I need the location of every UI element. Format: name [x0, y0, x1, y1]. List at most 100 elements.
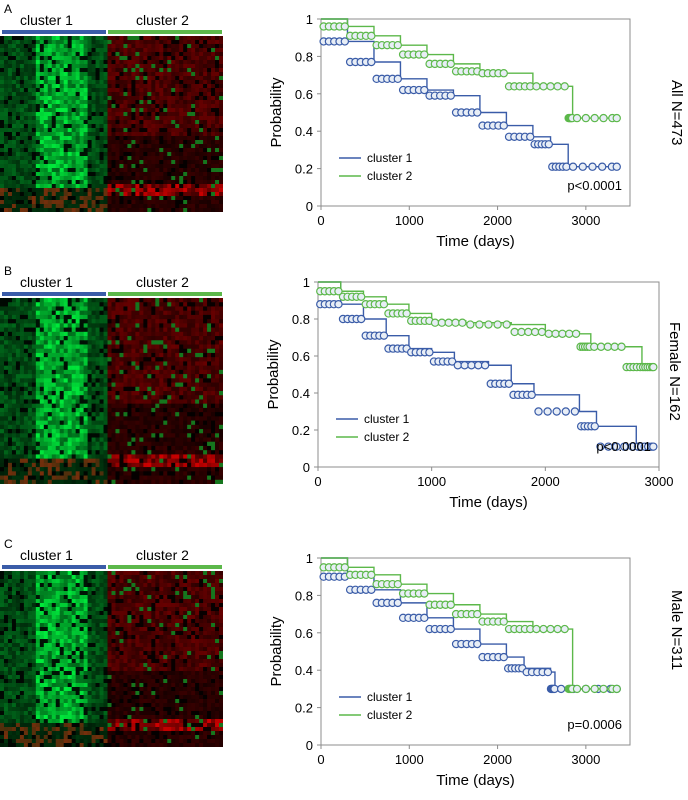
censor-marker	[612, 442, 621, 451]
heatmap	[0, 298, 224, 485]
censor-marker	[499, 617, 508, 626]
censor-marker	[534, 407, 543, 416]
censor-marker	[420, 613, 429, 623]
censor-marker	[473, 609, 482, 619]
y-tick-label: 0	[306, 199, 313, 214]
censor-marker	[572, 113, 582, 123]
censor-marker	[539, 624, 548, 634]
panel-b: B cluster 1 cluster 2 0 0.2 0.4 0.6 0.8 1 0 100…	[0, 262, 688, 527]
censor-marker	[543, 667, 553, 677]
censor-marker	[543, 407, 552, 416]
panel-c: C cluster 1 cluster 2 0 0.2 0.4 0.6 0.8 1 0 100…	[0, 535, 688, 800]
censor-marker	[446, 600, 455, 609]
censor-marker	[356, 292, 366, 301]
y-tick-label: 0.4	[295, 124, 313, 139]
censor-marker	[499, 652, 508, 662]
y-tick-label: 0.2	[292, 423, 310, 438]
censor-marker	[544, 329, 553, 339]
censor-marker	[420, 85, 429, 95]
censor-marker	[588, 162, 597, 171]
censor-marker	[499, 121, 508, 130]
censor-marker	[493, 320, 502, 329]
censor-marker	[604, 442, 613, 451]
heatmap-texture	[0, 298, 224, 485]
x-tick-label: 0	[317, 752, 324, 767]
censor-marker	[612, 113, 621, 123]
y-tick-label: 0.4	[292, 386, 310, 401]
censor-marker	[527, 390, 536, 400]
censor-marker	[590, 113, 599, 123]
censor-marker	[379, 331, 389, 340]
censor-marker	[340, 37, 350, 46]
heatmap-label-cluster-2: cluster 2	[136, 547, 189, 563]
legend-label-2: cluster 2	[367, 708, 413, 722]
censor-marker	[581, 113, 591, 123]
y-tick-label: 0.8	[295, 588, 313, 603]
censor-marker	[367, 57, 376, 67]
censor-marker	[597, 162, 607, 171]
censor-marker	[334, 300, 343, 309]
x-tick-label: 2000	[483, 213, 512, 228]
censor-marker	[393, 598, 403, 608]
panel-letter: C	[4, 537, 13, 551]
plot-frame	[320, 557, 631, 746]
censor-marker	[420, 50, 429, 59]
censor-marker	[475, 320, 484, 329]
censor-marker	[610, 342, 619, 351]
censor-marker	[446, 91, 455, 100]
censor-marker	[446, 59, 455, 69]
censor-marker	[572, 684, 582, 694]
censor-marker	[560, 82, 569, 91]
heatmap	[0, 36, 224, 213]
censor-marker	[546, 624, 555, 634]
heatmap	[0, 571, 224, 748]
p-value-annotation: p<0.0001	[596, 439, 651, 454]
y-tick-label: 0.8	[295, 49, 313, 64]
censor-marker	[420, 589, 429, 598]
censor-marker	[480, 361, 490, 370]
censor-marker	[484, 320, 493, 329]
censor-marker	[649, 442, 658, 451]
cluster-2-bar	[108, 565, 222, 569]
x-tick-label: 1000	[417, 474, 446, 489]
censor-marker	[473, 108, 482, 117]
cluster-2-bar	[108, 30, 222, 34]
censor-marker	[467, 361, 476, 370]
censor-marker	[556, 684, 566, 694]
censor-marker	[517, 327, 526, 337]
survival-chart: 0 0.2 0.4 0.6 0.8 1 0 1000 2000 3000 Time (days) Pr…	[268, 551, 631, 789]
x-tick-label: 2000	[531, 474, 560, 489]
x-tick-label: 2000	[483, 752, 512, 767]
censor-marker	[393, 74, 403, 84]
censor-marker	[590, 684, 599, 694]
legend-label-2: cluster 2	[364, 430, 410, 444]
censor-marker	[544, 140, 553, 149]
p-value-annotation: p<0.0001	[567, 178, 622, 193]
censor-marker	[596, 442, 605, 451]
heatmap-texture	[0, 36, 224, 213]
censor-marker	[524, 327, 533, 337]
x-axis-label: Time (days)	[436, 233, 515, 250]
censor-marker	[558, 329, 567, 339]
censor-marker	[553, 82, 562, 91]
censor-marker	[539, 82, 548, 91]
censor-marker	[460, 361, 469, 370]
y-tick-label: 0.6	[295, 626, 313, 641]
heatmap-label-cluster-2: cluster 2	[136, 274, 189, 290]
censor-marker	[590, 342, 599, 351]
x-tick-label: 0	[317, 213, 324, 228]
censor-marker	[603, 342, 613, 351]
censor-marker	[551, 329, 560, 339]
x-axis-label: Time (days)	[449, 494, 528, 511]
legend-label-1: cluster 1	[367, 690, 413, 704]
censor-marker	[590, 422, 599, 431]
cluster-1-bar	[2, 565, 106, 569]
panel-letter: B	[4, 264, 13, 278]
censor-marker	[546, 82, 555, 91]
y-tick-label: 1	[303, 275, 310, 290]
censor-marker	[502, 320, 511, 329]
x-tick-label: 3000	[571, 752, 600, 767]
y-tick-label: 1	[306, 12, 313, 27]
censor-marker	[553, 624, 562, 634]
x-tick-label: 1000	[395, 213, 424, 228]
